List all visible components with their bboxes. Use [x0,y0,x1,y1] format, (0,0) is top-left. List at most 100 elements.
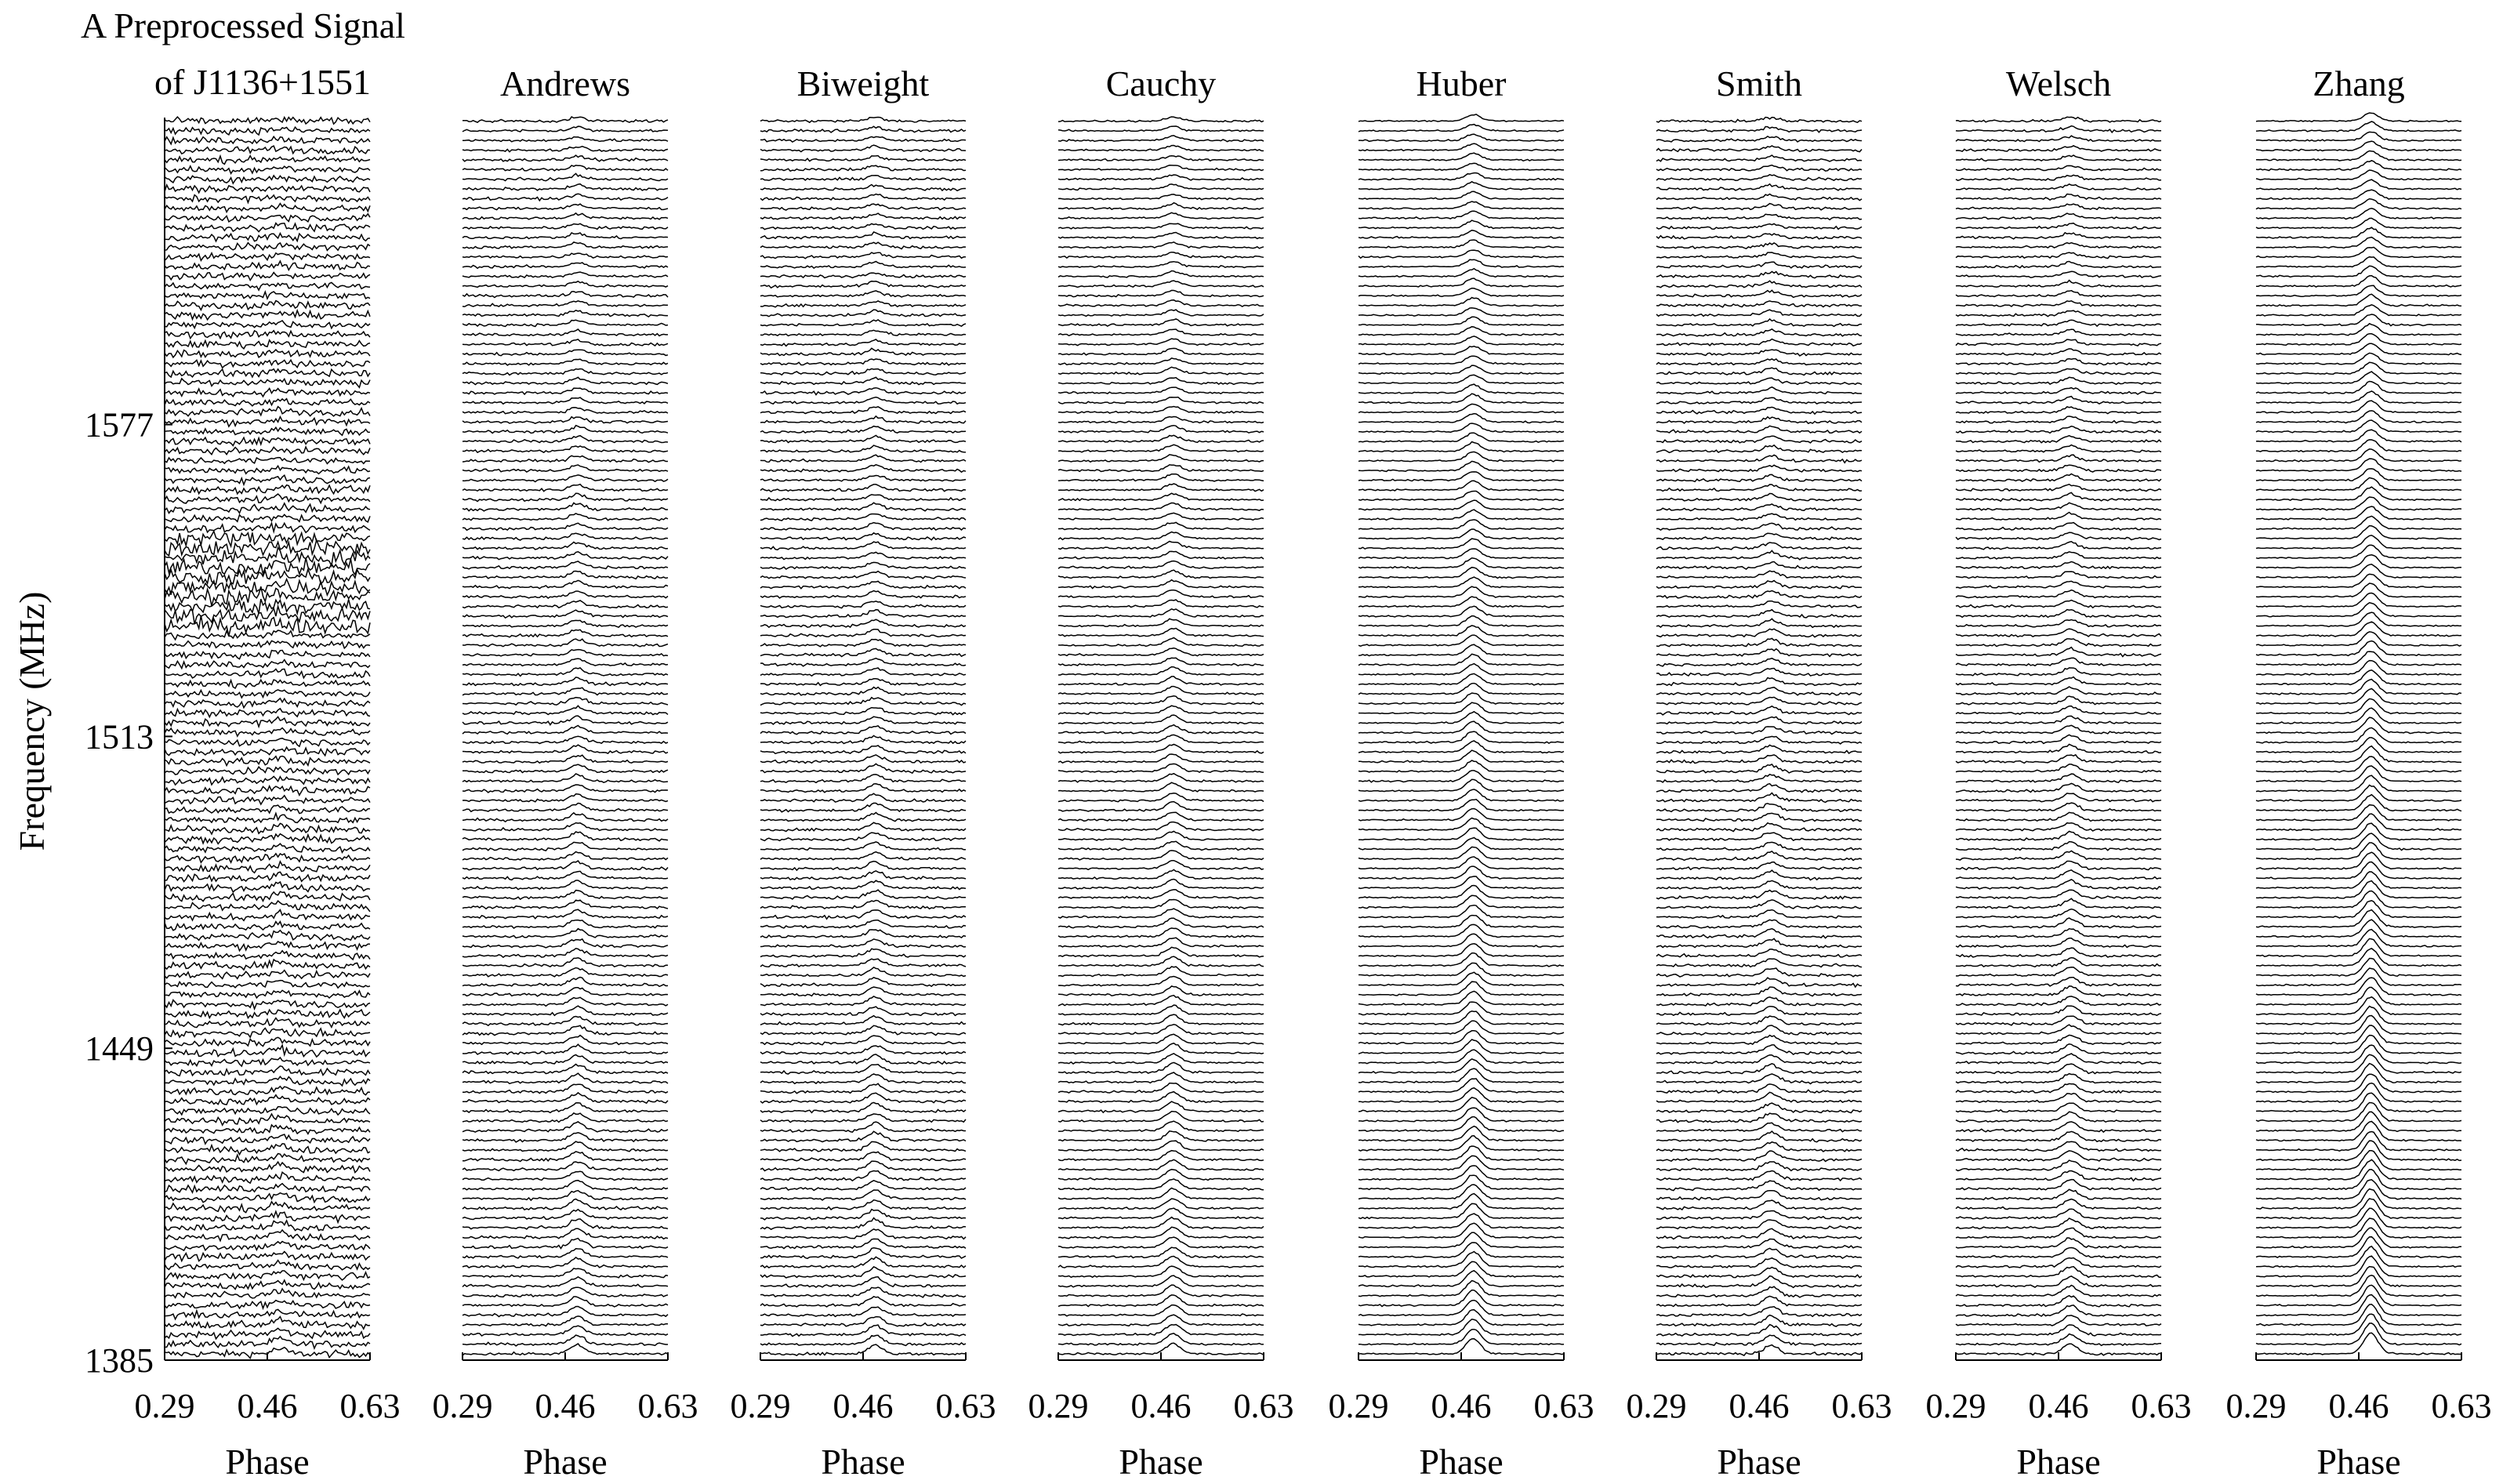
trace-andrews-41 [462,947,669,959]
trace-cauchy-66 [1057,705,1264,716]
trace-biweight-29 [760,1064,967,1075]
trace-cauchy-20 [1057,1149,1264,1162]
trace-smith-83 [1656,542,1863,550]
trace-welsch-30 [1955,1053,2162,1065]
x-tick-label-welsch-2: 0.63 [2131,1387,2192,1425]
trace-preprocessed-72 [164,649,371,660]
trace-cauchy-127 [1057,116,1264,123]
trace-biweight-116 [760,223,967,230]
trace-cauchy-54 [1057,821,1264,832]
trace-cauchy-14 [1058,1207,1264,1220]
trace-biweight-104 [760,339,967,347]
trace-smith-80 [1656,570,1863,579]
trace-andrews-17 [462,1179,669,1191]
trace-huber-40 [1358,952,1565,967]
trace-zhang-82 [2255,544,2462,560]
trace-biweight-36 [760,996,967,1007]
trace-preprocessed-68 [164,688,371,699]
trace-preprocessed-1 [165,1335,371,1351]
trace-welsch-38 [1955,976,2162,987]
trace-zhang-88 [2255,486,2462,502]
trace-biweight-25 [760,1101,967,1114]
trace-preprocessed-9 [164,1259,371,1271]
trace-welsch-115 [1955,231,2162,240]
trace-welsch-25 [1955,1102,2162,1113]
trace-smith-116 [1656,223,1863,230]
trace-huber-119 [1358,190,1565,201]
trace-preprocessed-91 [164,464,371,475]
trace-smith-26 [1656,1091,1863,1104]
trace-biweight-27 [760,1083,967,1094]
trace-biweight-49 [760,870,967,881]
trace-zhang-55 [2255,804,2462,822]
trace-preprocessed-88 [164,493,371,505]
trace-cauchy-120 [1057,183,1264,191]
trace-zhang-22 [2255,1120,2462,1142]
trace-andrews-76 [462,609,669,619]
trace-smith-62 [1656,744,1862,755]
trace-zhang-109 [2255,285,2462,298]
trace-welsch-16 [1955,1188,2162,1201]
trace-cauchy-13 [1057,1216,1264,1230]
trace-zhang-116 [2255,217,2462,230]
trace-preprocessed-3 [164,1315,371,1330]
trace-smith-16 [1656,1189,1863,1201]
trace-zhang-86 [2255,506,2462,521]
trace-huber-19 [1358,1155,1565,1171]
trace-andrews-16 [462,1189,669,1202]
trace-welsch-84 [1955,532,2162,541]
trace-welsch-117 [1955,212,2162,220]
trace-andrews-71 [462,658,669,667]
trace-smith-108 [1656,300,1863,308]
trace-zhang-67 [2255,688,2462,706]
trace-huber-97 [1358,403,1565,414]
trace-huber-127 [1358,113,1565,123]
trace-andrews-1 [462,1334,668,1347]
trace-welsch-39 [1956,966,2162,978]
trace-preprocessed-25 [164,1106,371,1116]
trace-preprocessed-10 [164,1250,371,1263]
trace-preprocessed-109 [164,290,371,301]
trace-zhang-96 [2255,410,2462,424]
trace-biweight-89 [760,484,967,493]
trace-huber-44 [1358,914,1565,929]
trace-welsch-94 [1955,434,2162,444]
trace-zhang-98 [2255,390,2462,405]
trace-cauchy-87 [1057,502,1264,512]
trace-cauchy-45 [1057,908,1264,919]
trace-smith-125 [1656,135,1863,143]
trace-biweight-43 [760,929,967,939]
trace-huber-26 [1358,1087,1565,1104]
trace-biweight-110 [760,280,967,289]
trace-cauchy-91 [1057,464,1264,473]
trace-huber-55 [1358,807,1565,822]
trace-zhang-75 [2255,611,2462,628]
trace-huber-105 [1358,325,1565,336]
trace-preprocessed-86 [164,513,371,524]
trace-preprocessed-43 [164,929,371,942]
trace-smith-57 [1656,792,1863,804]
trace-welsch-95 [1955,425,2162,434]
trace-zhang-99 [2255,380,2462,395]
trace-cauchy-42 [1057,937,1264,949]
x-tick-label-andrews-0: 0.29 [433,1387,493,1425]
trace-zhang-92 [2255,448,2462,463]
trace-biweight-64 [760,725,967,735]
trace-smith-51 [1656,850,1863,862]
trace-zhang-36 [2255,986,2462,1006]
trace-welsch-13 [1955,1217,2162,1230]
trace-biweight-88 [760,494,967,502]
trace-preprocessed-98 [164,397,371,407]
x-tick-label-smith-1: 0.46 [1729,1387,1790,1425]
trace-huber-74 [1358,625,1565,637]
trace-huber-93 [1358,441,1565,453]
trace-cauchy-82 [1057,550,1264,560]
trace-biweight-99 [760,386,967,396]
trace-preprocessed-18 [164,1171,371,1185]
trace-zhang-56 [2255,793,2462,812]
trace-huber-107 [1358,307,1565,317]
trace-zhang-32 [2255,1025,2462,1045]
trace-smith-32 [1656,1034,1863,1046]
trace-huber-4 [1358,1299,1565,1317]
panel-cauchy: Cauchy 0.29 0.46 0.63 Phase [1028,63,1294,1482]
